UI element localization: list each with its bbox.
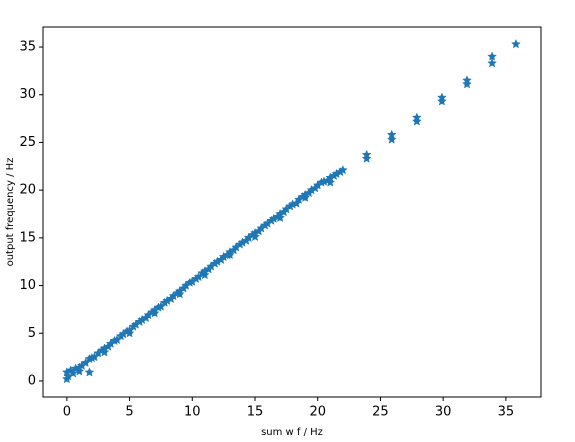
point bbox=[99, 347, 110, 357]
point bbox=[149, 308, 160, 318]
x-tick-label: 25 bbox=[372, 405, 389, 420]
x-tick-label: 20 bbox=[309, 405, 326, 420]
point bbox=[300, 192, 311, 202]
point bbox=[511, 39, 521, 49]
point bbox=[174, 288, 185, 299]
y-axis-label: output frequency / Hz bbox=[5, 158, 16, 267]
point bbox=[487, 51, 497, 61]
point bbox=[124, 328, 135, 338]
point bbox=[250, 231, 260, 242]
point bbox=[462, 75, 472, 85]
y-tick-label: 30 bbox=[19, 87, 36, 102]
plot-frame bbox=[42, 26, 542, 398]
y-tick-label: 20 bbox=[19, 183, 36, 198]
x-tick-label: 10 bbox=[184, 405, 201, 420]
point bbox=[325, 177, 336, 187]
point bbox=[68, 368, 79, 378]
y-tick-label: 25 bbox=[19, 135, 36, 150]
y-tick-label: 0 bbox=[28, 373, 36, 388]
point bbox=[361, 153, 372, 163]
point bbox=[487, 58, 497, 68]
x-tick-label: 30 bbox=[435, 405, 452, 420]
y-tick-label: 35 bbox=[19, 40, 36, 55]
y-tick-label: 5 bbox=[28, 326, 36, 341]
point bbox=[411, 112, 422, 122]
point bbox=[386, 129, 397, 139]
x-axis-label: sum w f / Hz bbox=[261, 427, 323, 438]
y-tick-label: 10 bbox=[19, 278, 36, 293]
point bbox=[437, 96, 447, 106]
x-tick-label: 0 bbox=[63, 405, 71, 420]
x-tick-label: 35 bbox=[498, 405, 515, 420]
point bbox=[436, 92, 447, 102]
point bbox=[74, 366, 85, 376]
point bbox=[462, 79, 472, 89]
point bbox=[275, 212, 285, 222]
point bbox=[337, 164, 348, 175]
x-tick-label: 5 bbox=[125, 405, 133, 420]
point bbox=[84, 367, 95, 377]
point bbox=[386, 134, 397, 144]
x-tick-label: 15 bbox=[247, 405, 264, 420]
y-tick-label: 15 bbox=[19, 230, 36, 245]
point bbox=[361, 149, 372, 160]
point bbox=[199, 269, 210, 280]
point bbox=[225, 249, 235, 260]
point bbox=[411, 116, 422, 126]
